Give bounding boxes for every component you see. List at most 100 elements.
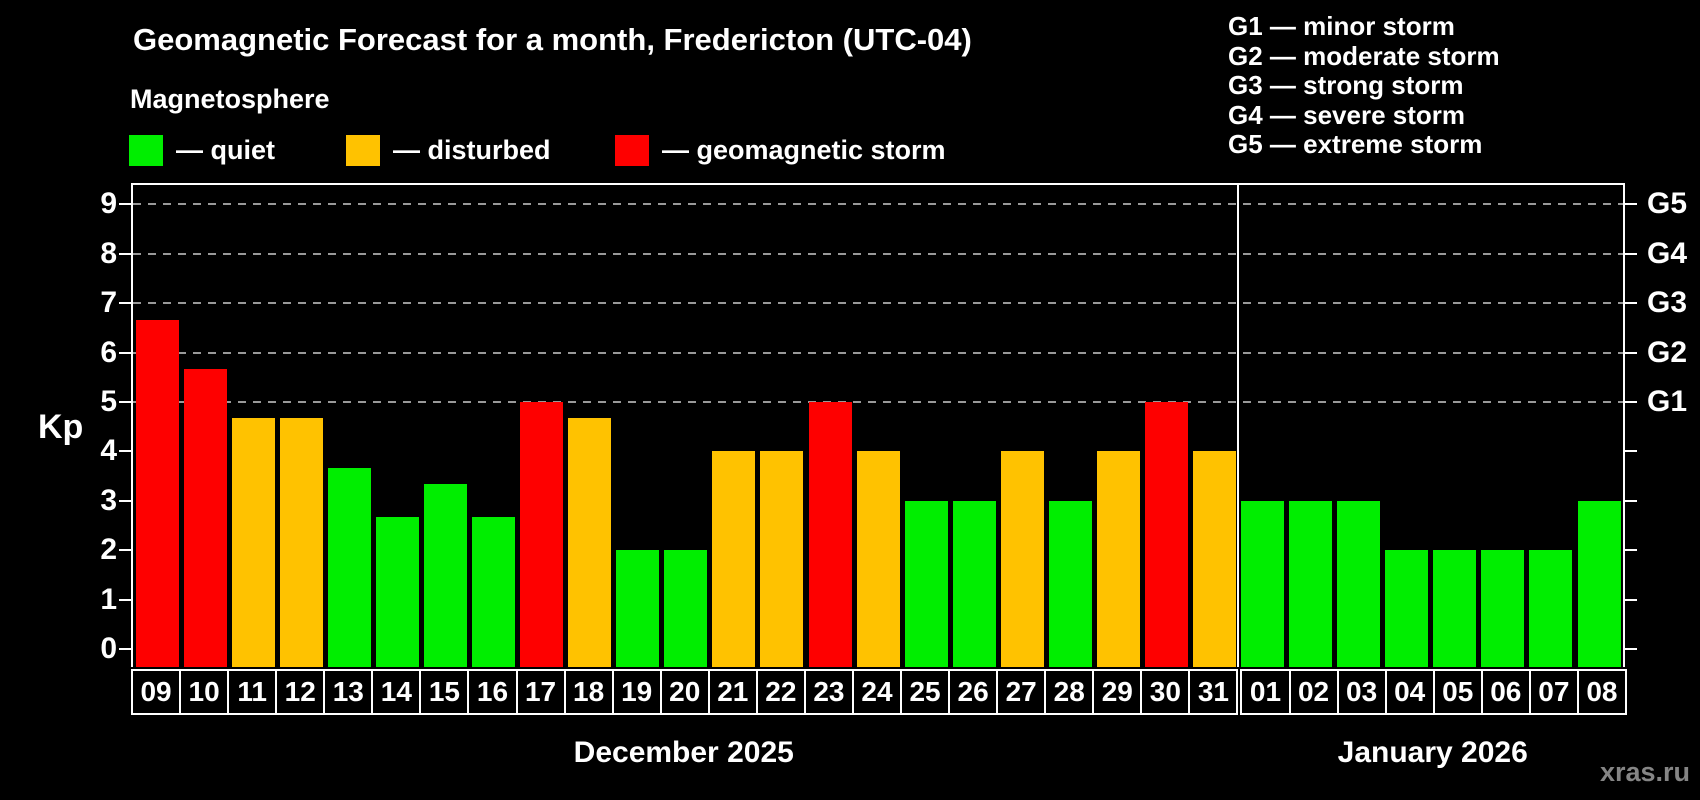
- legend-item-quiet: — quiet: [129, 134, 275, 166]
- kp-bar: [1337, 501, 1381, 667]
- y-axis-tick-label: 7: [100, 286, 117, 320]
- g-scale-tick-label: G4: [1647, 236, 1688, 270]
- kp-bar: [231, 418, 275, 667]
- date-cell: 24: [851, 669, 902, 715]
- g-scale-legend-line: G5 — extreme storm: [1228, 129, 1483, 159]
- right-axis-tick: [1625, 598, 1637, 601]
- y-axis-tick: [119, 252, 131, 255]
- month-separator-line: [1237, 185, 1240, 667]
- date-cell: 29: [1092, 669, 1143, 715]
- gridline-kp8: [133, 252, 1623, 255]
- y-axis-tick: [119, 351, 131, 354]
- g-scale-tick-label: G3: [1647, 286, 1688, 320]
- y-axis-tick: [119, 203, 131, 206]
- chart-subtitle: Magnetosphere: [130, 84, 330, 114]
- date-cell: 05: [1432, 669, 1483, 715]
- right-axis-tick: [1625, 648, 1637, 650]
- watermark: xras.ru: [1599, 757, 1690, 787]
- month-label: December 2025: [573, 736, 794, 769]
- y-axis-label: Kp: [38, 408, 84, 446]
- right-axis-tick: [1625, 549, 1637, 552]
- date-cell: 20: [659, 669, 710, 715]
- y-axis-tick-label: 1: [100, 582, 117, 616]
- date-cell: 11: [227, 669, 278, 715]
- y-axis-tick-label: 4: [100, 434, 117, 468]
- kp-bar: [664, 550, 708, 667]
- legend-label-quiet: — quiet: [176, 134, 275, 165]
- date-cell: 08: [1576, 669, 1627, 715]
- date-cell: 07: [1528, 669, 1579, 715]
- y-axis-tick: [119, 302, 131, 305]
- disturbed-color-swatch: [346, 134, 380, 166]
- y-axis-tick-label: 9: [100, 187, 117, 221]
- date-cell: 26: [948, 669, 999, 715]
- kp-bar: [568, 418, 612, 667]
- date-cell: 01: [1240, 669, 1291, 715]
- date-cell: 22: [755, 669, 806, 715]
- kp-bar: [1481, 550, 1525, 667]
- date-cell: 25: [900, 669, 951, 715]
- kp-bar: [1144, 402, 1188, 667]
- kp-bar: [616, 550, 660, 667]
- plot-area: [131, 183, 1625, 667]
- right-axis-tick: [1625, 401, 1637, 403]
- kp-bar: [952, 501, 996, 667]
- g-scale-tick-label: G1: [1647, 385, 1688, 418]
- kp-bar: [135, 320, 179, 667]
- kp-bar: [520, 402, 564, 667]
- kp-bar: [1289, 501, 1333, 667]
- y-axis-tick: [119, 401, 131, 403]
- y-axis-tick-label: 5: [100, 385, 117, 418]
- y-axis-tick: [119, 598, 131, 601]
- y-axis-tick: [119, 450, 131, 453]
- date-cell: 28: [1044, 669, 1095, 715]
- kp-bar: [1048, 501, 1092, 667]
- g-scale-tick-label: G2: [1647, 335, 1688, 369]
- kp-bar: [375, 517, 419, 667]
- kp-bar: [1577, 501, 1621, 667]
- kp-bar: [712, 451, 756, 667]
- right-axis-tick: [1625, 450, 1637, 453]
- kp-bar: [856, 451, 900, 667]
- y-axis-tick: [119, 499, 131, 502]
- g-scale-legend-line: G3 — strong storm: [1228, 70, 1464, 100]
- g-scale-tick-label: G5: [1647, 187, 1688, 221]
- kp-bar: [1193, 451, 1237, 667]
- kp-bar: [183, 369, 227, 667]
- y-axis-tick-label: 6: [100, 335, 117, 369]
- date-cell: 09: [131, 669, 182, 715]
- right-axis-tick: [1625, 203, 1637, 206]
- kp-bar: [472, 517, 516, 667]
- gridline-kp7: [133, 302, 1623, 305]
- quiet-color-swatch: [129, 134, 163, 166]
- date-cell: 02: [1288, 669, 1339, 715]
- date-row-january: 01 02 03 04 05 06 07 08: [1240, 669, 1627, 715]
- gridline-kp6: [133, 351, 1623, 354]
- kp-bar: [279, 418, 323, 667]
- date-cell: 30: [1140, 669, 1191, 715]
- kp-bar: [808, 402, 852, 667]
- date-row-december: 09 10 11 12 13 14 15 16 17 18 19 20 21 22 23 24 25 26 27 28…: [131, 669, 1239, 715]
- g-scale-legend-line: G4 — severe storm: [1228, 99, 1466, 130]
- kp-bar: [1385, 550, 1429, 667]
- date-cell: 06: [1480, 669, 1531, 715]
- gridline-kp5: [133, 401, 1623, 403]
- y-axis-tick-label: 3: [100, 483, 117, 517]
- date-cell: 13: [323, 669, 374, 715]
- kp-bar: [904, 501, 948, 667]
- chart-title: Geomagnetic Forecast for a month, Freder…: [133, 22, 972, 57]
- date-cell: 31: [1188, 669, 1239, 715]
- date-cell: 18: [563, 669, 614, 715]
- legend-label-disturbed: — disturbed: [393, 134, 551, 165]
- date-cell: 14: [371, 669, 422, 715]
- y-axis-tick: [119, 549, 131, 552]
- kp-bar: [327, 468, 371, 667]
- date-cell: 19: [611, 669, 662, 715]
- date-cell: 21: [707, 669, 758, 715]
- kp-bar: [760, 451, 804, 667]
- right-axis-tick: [1625, 499, 1637, 502]
- date-cell: 04: [1384, 669, 1435, 715]
- kp-bar: [423, 484, 467, 667]
- kp-bar: [1241, 501, 1285, 667]
